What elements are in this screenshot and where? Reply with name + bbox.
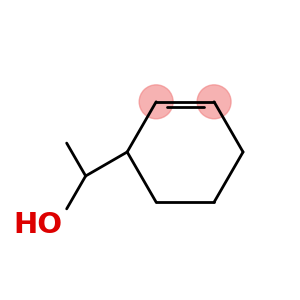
Circle shape — [197, 85, 231, 119]
Circle shape — [139, 85, 173, 119]
Text: HO: HO — [14, 211, 63, 239]
